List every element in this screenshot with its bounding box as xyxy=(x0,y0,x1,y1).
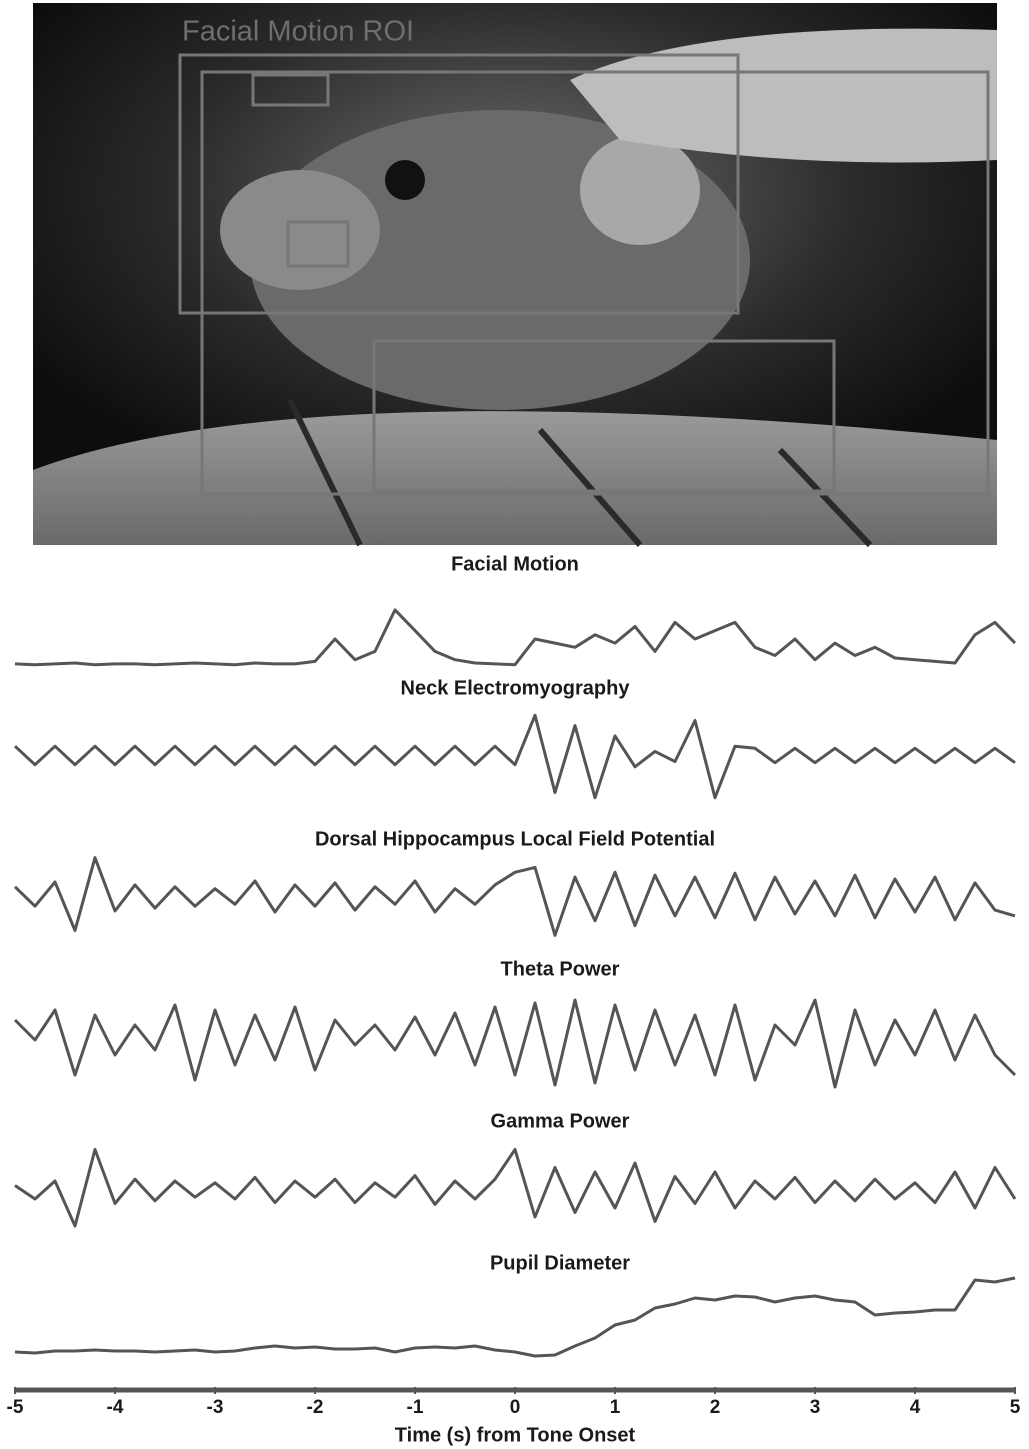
trace xyxy=(13,998,1017,1089)
x-tick-label: -2 xyxy=(307,1397,324,1418)
trace-title: Gamma Power xyxy=(491,1110,630,1132)
trace-title: Facial Motion xyxy=(451,553,579,575)
trace-title: Theta Power xyxy=(501,958,620,980)
x-tick-label: 4 xyxy=(910,1397,921,1418)
trace xyxy=(14,1276,1016,1358)
x-tick-label: 1 xyxy=(610,1397,621,1418)
x-tick-label: -5 xyxy=(7,1397,24,1418)
x-tick-label: -4 xyxy=(107,1397,124,1418)
trace-title: Dorsal Hippocampus Local Field Potential xyxy=(315,828,715,850)
trace-title: Neck Electromyography xyxy=(401,677,631,699)
trace xyxy=(13,713,1016,800)
x-tick-label: -3 xyxy=(207,1397,224,1418)
x-tick-label: -1 xyxy=(407,1397,424,1418)
x-tick-label: 5 xyxy=(1010,1397,1021,1418)
x-tick-label: 2 xyxy=(710,1397,721,1418)
traces: Facial Motion Neck Electromyography Dorsal… xyxy=(7,553,1021,1446)
x-tick-label: 3 xyxy=(810,1397,821,1418)
trace xyxy=(13,856,1016,937)
x-axis-title: Time (s) from Tone Onset xyxy=(395,1424,636,1446)
trace-title: Pupil Diameter xyxy=(490,1252,630,1274)
photo: Facial Motion ROI xyxy=(33,3,997,548)
trace xyxy=(14,608,1017,667)
x-tick-label: 0 xyxy=(510,1397,521,1418)
roi-label: Facial Motion ROI xyxy=(182,16,414,48)
trace xyxy=(14,1148,1017,1228)
